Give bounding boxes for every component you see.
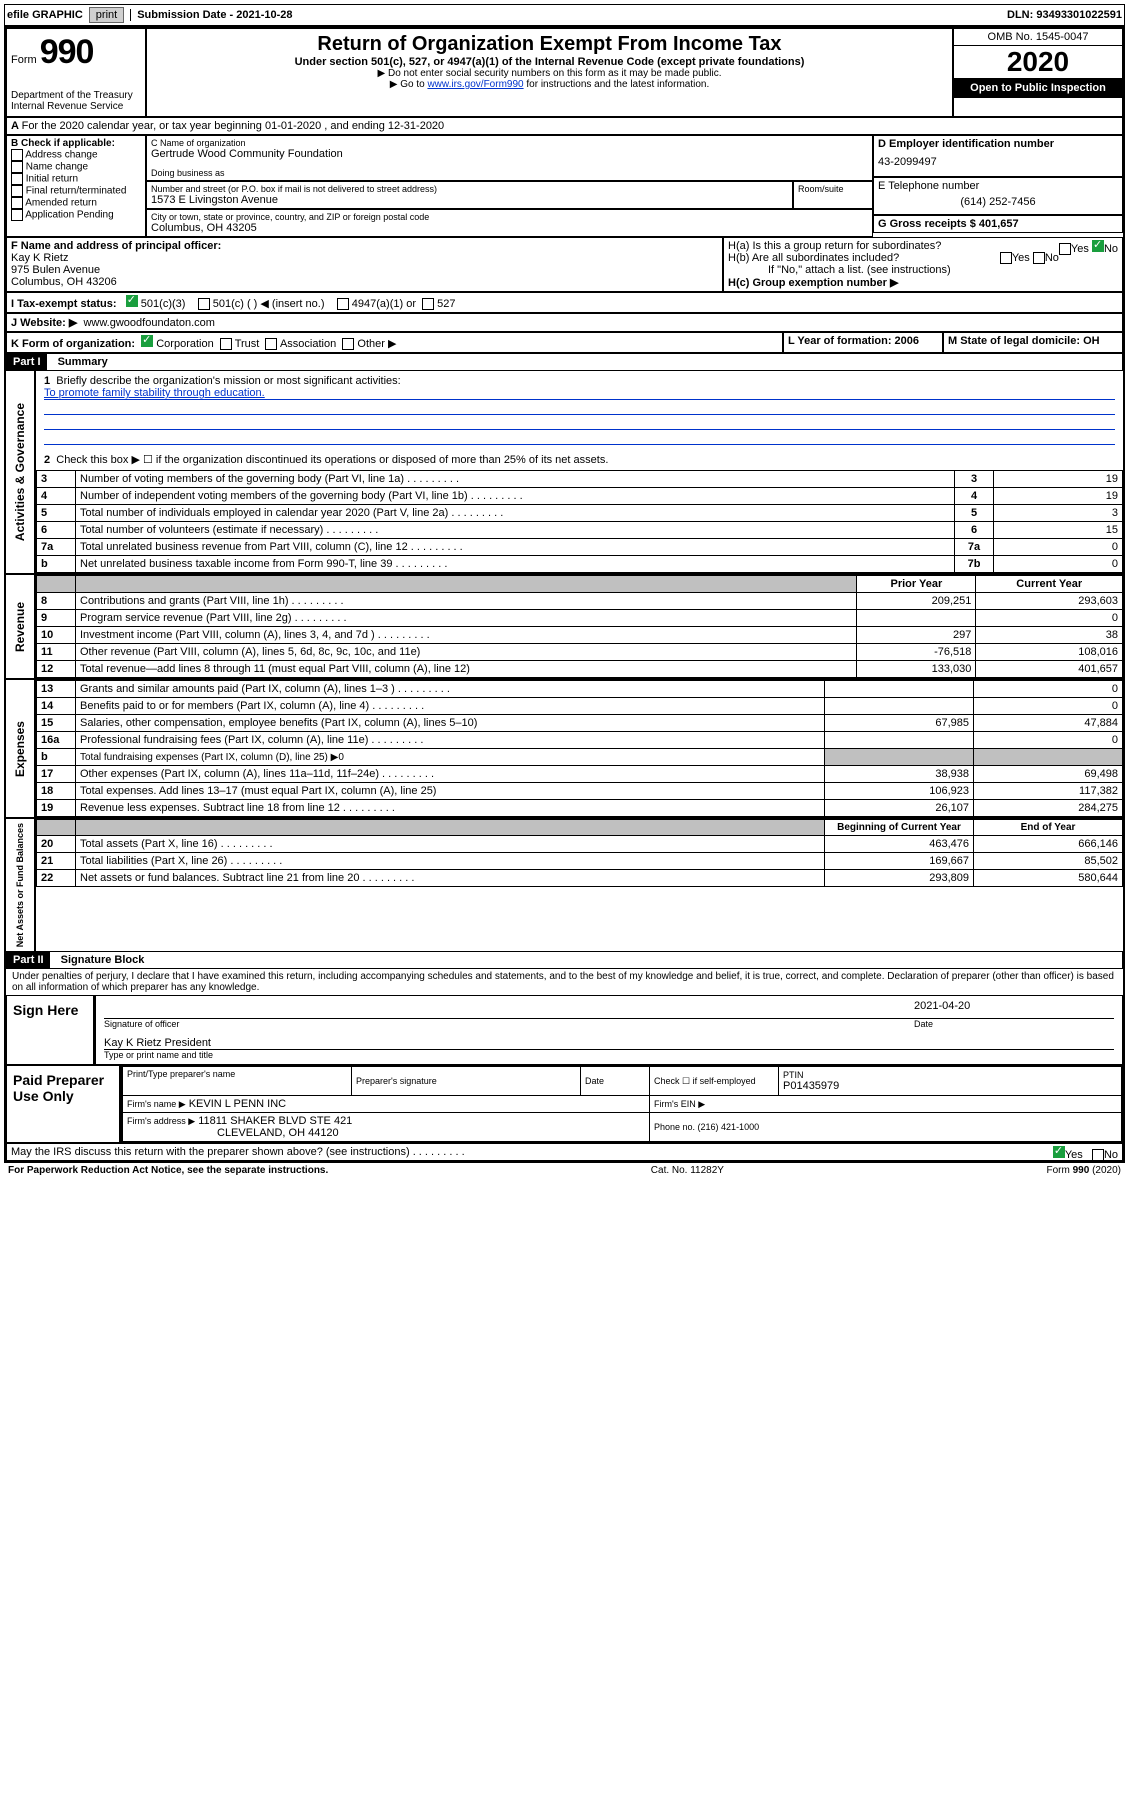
irs-label: Internal Revenue Service: [11, 101, 141, 112]
501c3-checked[interactable]: [126, 295, 138, 307]
form-container: Form 990 Department of the Treasury Inte…: [4, 26, 1125, 1163]
side-revenue: Revenue: [6, 575, 36, 678]
part1-header: Part I Summary: [6, 353, 1123, 371]
checkbox-address[interactable]: [11, 149, 23, 161]
expenses-table: 13Grants and similar amounts paid (Part …: [36, 680, 1123, 817]
officer-name: Kay K Rietz President: [104, 1037, 1114, 1050]
right-info-col: D Employer identification number 43-2099…: [873, 135, 1123, 237]
year-col: OMB No. 1545-0047 2020 Open to Public In…: [953, 28, 1123, 117]
paid-preparer-label: Paid Preparer Use Only: [7, 1066, 119, 1142]
section-m: M State of legal domicile: OH: [943, 332, 1123, 353]
goto-note: ▶ Go to www.irs.gov/Form990 for instruct…: [153, 79, 946, 90]
section-c: C Name of organization Gertrude Wood Com…: [146, 135, 873, 237]
open-inspection: Open to Public Inspection: [954, 78, 1122, 98]
title-col: Return of Organization Exempt From Incom…: [146, 28, 953, 117]
discuss-yes-checked[interactable]: [1053, 1146, 1065, 1158]
section-j: J Website: ▶ www.gwoodfoundaton.com: [6, 313, 1123, 332]
perjury-statement: Under penalties of perjury, I declare th…: [6, 969, 1123, 995]
revenue-table: Prior YearCurrent Year 8Contributions an…: [36, 575, 1123, 678]
corp-checked[interactable]: [141, 335, 153, 347]
4947-checkbox[interactable]: [337, 298, 349, 310]
governance-table: 3Number of voting members of the governi…: [36, 470, 1123, 573]
mission-text: To promote family stability through educ…: [44, 387, 1115, 400]
net-assets-table: Beginning of Current YearEnd of Year 20T…: [36, 819, 1123, 887]
tax-year: 2020: [954, 46, 1122, 78]
hb-yes[interactable]: [1000, 252, 1012, 264]
other-checkbox[interactable]: [342, 338, 354, 350]
discuss-no[interactable]: [1092, 1149, 1104, 1161]
form990-link[interactable]: www.irs.gov/Form990: [427, 79, 523, 90]
omb-number: OMB No. 1545-0047: [954, 29, 1122, 46]
form-subtitle: Under section 501(c), 527, or 4947(a)(1)…: [153, 56, 946, 68]
section-h: H(a) Is this a group return for subordin…: [723, 237, 1123, 292]
page-footer: For Paperwork Reduction Act Notice, see …: [4, 1163, 1125, 1178]
discuss-row: May the IRS discuss this return with the…: [6, 1143, 1123, 1161]
section-l: L Year of formation: 2006: [783, 332, 943, 353]
assoc-checkbox[interactable]: [265, 338, 277, 350]
form-title: Return of Organization Exempt From Incom…: [153, 33, 946, 56]
section-f: F Name and address of principal officer:…: [6, 237, 723, 292]
org-city: Columbus, OH 43205: [151, 222, 868, 234]
phone-value: (614) 252-7456: [878, 192, 1118, 212]
website-value: www.gwoodfoundaton.com: [83, 317, 214, 329]
gross-receipts: G Gross receipts $ 401,657: [878, 218, 1019, 230]
form-990: 990: [40, 33, 94, 71]
checkbox-pending[interactable]: [11, 209, 23, 221]
ha-yes[interactable]: [1059, 243, 1071, 255]
side-expenses: Expenses: [6, 680, 36, 817]
checkbox-name[interactable]: [11, 161, 23, 173]
hb-no[interactable]: [1033, 252, 1045, 264]
checkbox-amended[interactable]: [11, 197, 23, 209]
efile-label: efile GRAPHIC: [7, 9, 83, 21]
no-ssn-note: ▶ Do not enter social security numbers o…: [153, 68, 946, 79]
dept-treasury: Department of the Treasury: [11, 90, 141, 101]
dln-label: DLN: 93493301022591: [1007, 9, 1122, 21]
527-checkbox[interactable]: [422, 298, 434, 310]
501c-checkbox[interactable]: [198, 298, 210, 310]
section-b: B Check if applicable: Address change Na…: [6, 135, 146, 237]
submission-date: Submission Date - 2021-10-28: [130, 9, 292, 21]
trust-checkbox[interactable]: [220, 338, 232, 350]
print-button[interactable]: print: [89, 7, 124, 23]
sign-here-label: Sign Here: [7, 996, 93, 1064]
side-activities: Activities & Governance: [6, 371, 36, 573]
line-a: A For the 2020 calendar year, or tax yea…: [6, 117, 1123, 135]
side-net: Net Assets or Fund Balances: [6, 819, 36, 951]
section-k: K Form of organization: Corporation Trus…: [6, 332, 783, 353]
org-name: Gertrude Wood Community Foundation: [151, 148, 868, 160]
part2-header: Part II Signature Block: [6, 951, 1123, 969]
top-bar: efile GRAPHIC print Submission Date - 20…: [4, 4, 1125, 26]
org-street: 1573 E Livingston Avenue: [151, 194, 788, 206]
checkbox-final[interactable]: [11, 185, 23, 197]
section-i: I Tax-exempt status: 501(c)(3) 501(c) ( …: [6, 292, 1123, 313]
form-word: Form: [11, 54, 37, 66]
form-id-col: Form 990 Department of the Treasury Inte…: [6, 28, 146, 117]
ein-value: 43-2099497: [878, 150, 1118, 174]
preparer-table: Print/Type preparer's name Preparer's si…: [122, 1066, 1122, 1142]
ha-no-checked[interactable]: [1092, 240, 1104, 252]
checkbox-initial[interactable]: [11, 173, 23, 185]
